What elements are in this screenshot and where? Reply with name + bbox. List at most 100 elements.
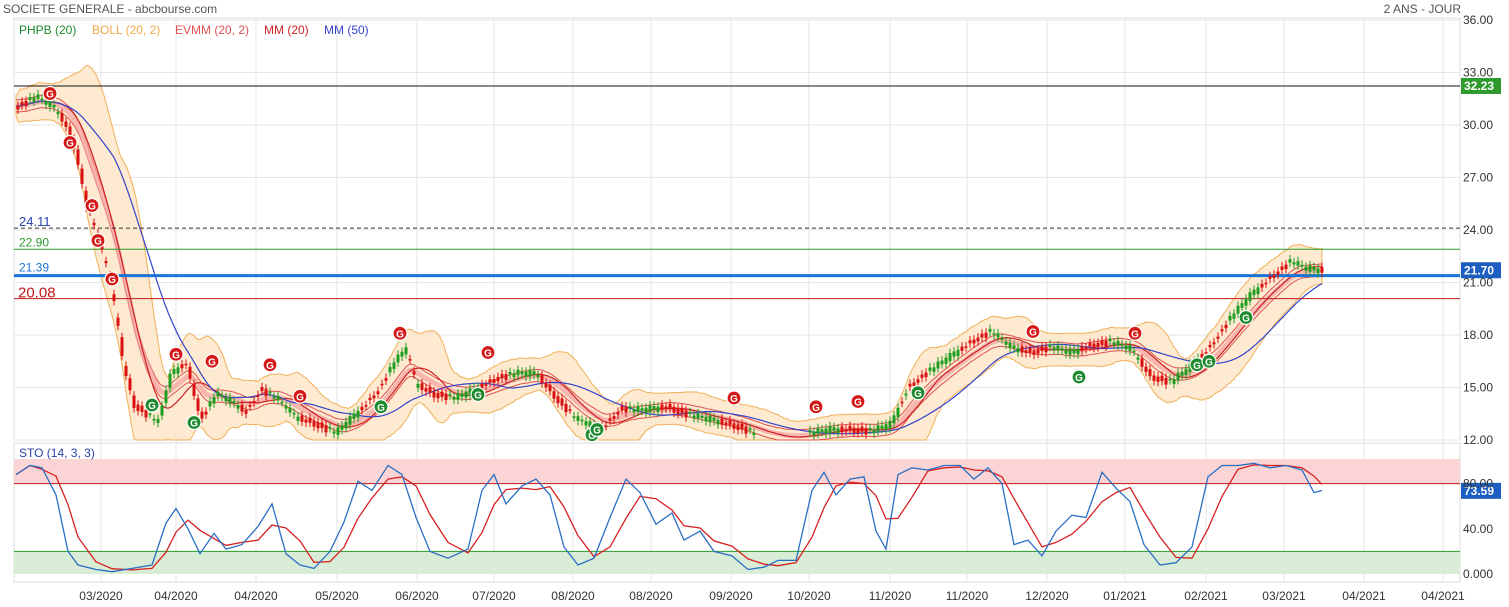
price-tick-label: 18.00: [1463, 328, 1493, 342]
candle-body: [920, 374, 924, 378]
candle-body: [1168, 378, 1172, 381]
candle-body: [1124, 345, 1128, 350]
candle-body: [836, 428, 840, 434]
sell-signal-marker: [1025, 323, 1041, 340]
sell-signal-marker-letter: G: [1029, 328, 1037, 339]
buy-signal-marker: [470, 386, 486, 403]
candle-body: [304, 419, 308, 423]
candle-body: [612, 416, 616, 419]
candle-body: [448, 393, 452, 396]
buy-signal-marker: [186, 414, 202, 431]
candle-body: [624, 406, 628, 413]
candle-body: [456, 393, 460, 400]
candle-body: [1288, 259, 1292, 263]
candle-body: [540, 375, 544, 384]
candle-body: [668, 403, 672, 409]
candle-body: [1296, 261, 1300, 266]
candle-body: [20, 101, 24, 106]
candle-body: [16, 105, 20, 110]
candle-body: [1016, 347, 1020, 353]
candle-body: [40, 98, 44, 101]
candle-body: [860, 426, 864, 432]
candle-body: [1004, 341, 1008, 345]
candle-body: [548, 384, 552, 392]
candle-body: [1104, 340, 1108, 347]
candle-body: [568, 409, 572, 411]
candle-body: [292, 412, 296, 415]
candle-body: [964, 346, 968, 348]
candle-body: [244, 409, 248, 414]
candle-body: [388, 366, 392, 373]
candle-body: [1072, 349, 1076, 354]
candle-body: [1304, 266, 1308, 271]
candle-body: [1140, 358, 1144, 367]
sell-signal-marker-letter: G: [396, 329, 404, 340]
candle-body: [1284, 264, 1288, 270]
sell-signal-marker-letter: G: [812, 403, 820, 414]
candle-body: [1088, 342, 1092, 347]
price-tick-label: 27.00: [1463, 171, 1493, 185]
candle-body: [1028, 348, 1032, 353]
legend-phpb: PHPB (20): [19, 23, 76, 37]
resistance-flag-label: 32.23: [1464, 79, 1494, 93]
x-tick-label: 03/2021: [1262, 589, 1306, 603]
candle-body: [880, 425, 884, 429]
candle-body: [300, 415, 304, 422]
candle-body: [1208, 344, 1212, 348]
x-tick-label: 08/2020: [629, 589, 673, 603]
candle-body: [416, 383, 420, 388]
candle-body: [172, 368, 176, 375]
sell-signal-marker-letter: G: [730, 394, 738, 405]
candle-body: [1136, 357, 1140, 360]
buy-signal-marker: [144, 397, 160, 413]
sell-signal-marker: [392, 325, 408, 341]
candle-body: [636, 406, 640, 412]
candle-body: [712, 417, 716, 422]
candle-body: [1148, 369, 1152, 377]
candle-body: [60, 113, 64, 122]
sell-signal-marker: [850, 393, 866, 410]
candle-body: [240, 404, 244, 412]
candle-body: [204, 411, 208, 415]
candle-body: [316, 422, 320, 429]
candle-body: [168, 373, 172, 388]
candle-body: [444, 393, 448, 401]
candle-body: [288, 407, 292, 413]
buy-signal-marker-letter: G: [588, 431, 596, 442]
candle-body: [528, 369, 532, 377]
sell-signal-marker-letter: G: [266, 361, 274, 372]
candle-body: [264, 388, 268, 397]
candle-body: [1280, 266, 1284, 270]
price-tick-label: 33.00: [1463, 66, 1493, 80]
candle-body: [308, 417, 312, 423]
candle-body: [24, 100, 28, 106]
candle-body: [1068, 348, 1072, 355]
candle-body: [536, 374, 540, 378]
indicator-legend: PHPB (20) BOLL (20, 2) EVMM (20, 2) MM (20)…: [19, 23, 369, 37]
candle-body: [56, 112, 60, 115]
chart-period[interactable]: 2 ANS - JOUR: [1383, 2, 1461, 16]
candle-body: [1200, 353, 1204, 358]
candle-body: [1116, 340, 1120, 346]
candle-body: [1108, 339, 1112, 342]
buy-signal-marker-letter: G: [190, 419, 198, 430]
candlesticks: [16, 90, 1324, 440]
candle-body: [1224, 324, 1228, 329]
candle-body: [236, 405, 240, 409]
candle-body: [996, 333, 1000, 338]
sell-signal-marker-letter: G: [854, 398, 862, 409]
candle-body: [1276, 271, 1280, 275]
x-tick-label: 11/2020: [869, 589, 912, 603]
candle-body: [740, 423, 744, 430]
candle-body: [408, 359, 412, 361]
resistance-flag: [1461, 77, 1501, 94]
buy-signal-marker-letter: G: [148, 401, 156, 412]
candle-body: [620, 405, 624, 410]
candle-body: [952, 351, 956, 357]
candle-body: [368, 397, 372, 401]
candle-body: [872, 429, 876, 434]
buy-signal-marker-letter: G: [593, 426, 601, 437]
sell-signal-marker: [292, 388, 308, 404]
candle-body: [392, 362, 396, 369]
sto-oversold-zone: [14, 551, 1460, 574]
